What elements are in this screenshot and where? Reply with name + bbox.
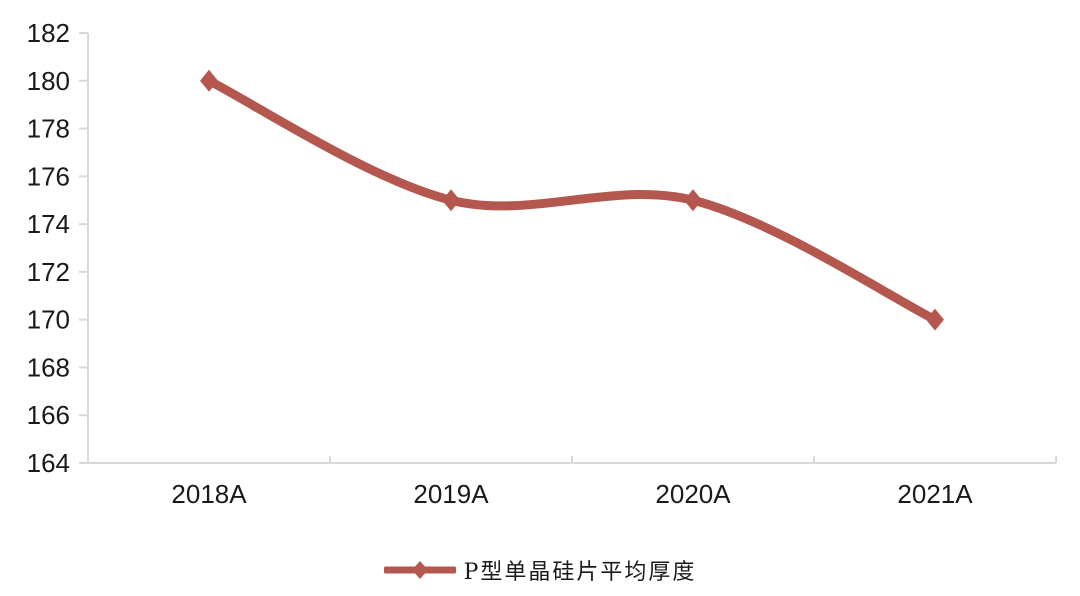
y-tick-label: 164 [27, 448, 70, 478]
series-line [204, 76, 940, 325]
y-tick-label: 180 [27, 66, 70, 96]
data-point-marker [684, 189, 702, 212]
y-tick-label: 178 [27, 114, 70, 144]
y-tick-label: 168 [27, 352, 70, 382]
y-tick-label: 166 [27, 400, 70, 430]
plot-area: 164 166 168 170 172 174 176 178 180 182 2018A 2019… [27, 18, 1057, 509]
legend-line-marker-icon [383, 561, 456, 579]
y-axis-ticks [79, 32, 88, 464]
x-tick-label: 2018A [171, 479, 247, 509]
legend-diamond-marker [411, 561, 428, 579]
y-tick-label: 174 [27, 209, 70, 239]
y-tick-label: 170 [27, 305, 70, 335]
x-tick-label: 2020A [655, 479, 731, 509]
y-tick-label: 182 [27, 18, 70, 48]
x-tick-label: 2021A [897, 479, 973, 509]
legend: P型单晶硅片平均厚度 [0, 552, 1080, 588]
y-axis-labels: 164 166 168 170 172 174 176 178 180 182 [27, 18, 70, 478]
legend-label: P型单晶硅片平均厚度 [463, 560, 697, 585]
x-axis-labels: 2018A 2019A 2020A 2021A [171, 479, 973, 509]
data-point-marker [926, 308, 944, 331]
data-point-marker [442, 189, 460, 212]
data-point-marker [200, 69, 218, 92]
y-tick-label: 176 [27, 161, 70, 191]
x-axis-ticks [87, 456, 1057, 463]
data-series [200, 69, 944, 331]
x-tick-label: 2019A [413, 479, 489, 509]
y-tick-label: 172 [27, 257, 70, 287]
